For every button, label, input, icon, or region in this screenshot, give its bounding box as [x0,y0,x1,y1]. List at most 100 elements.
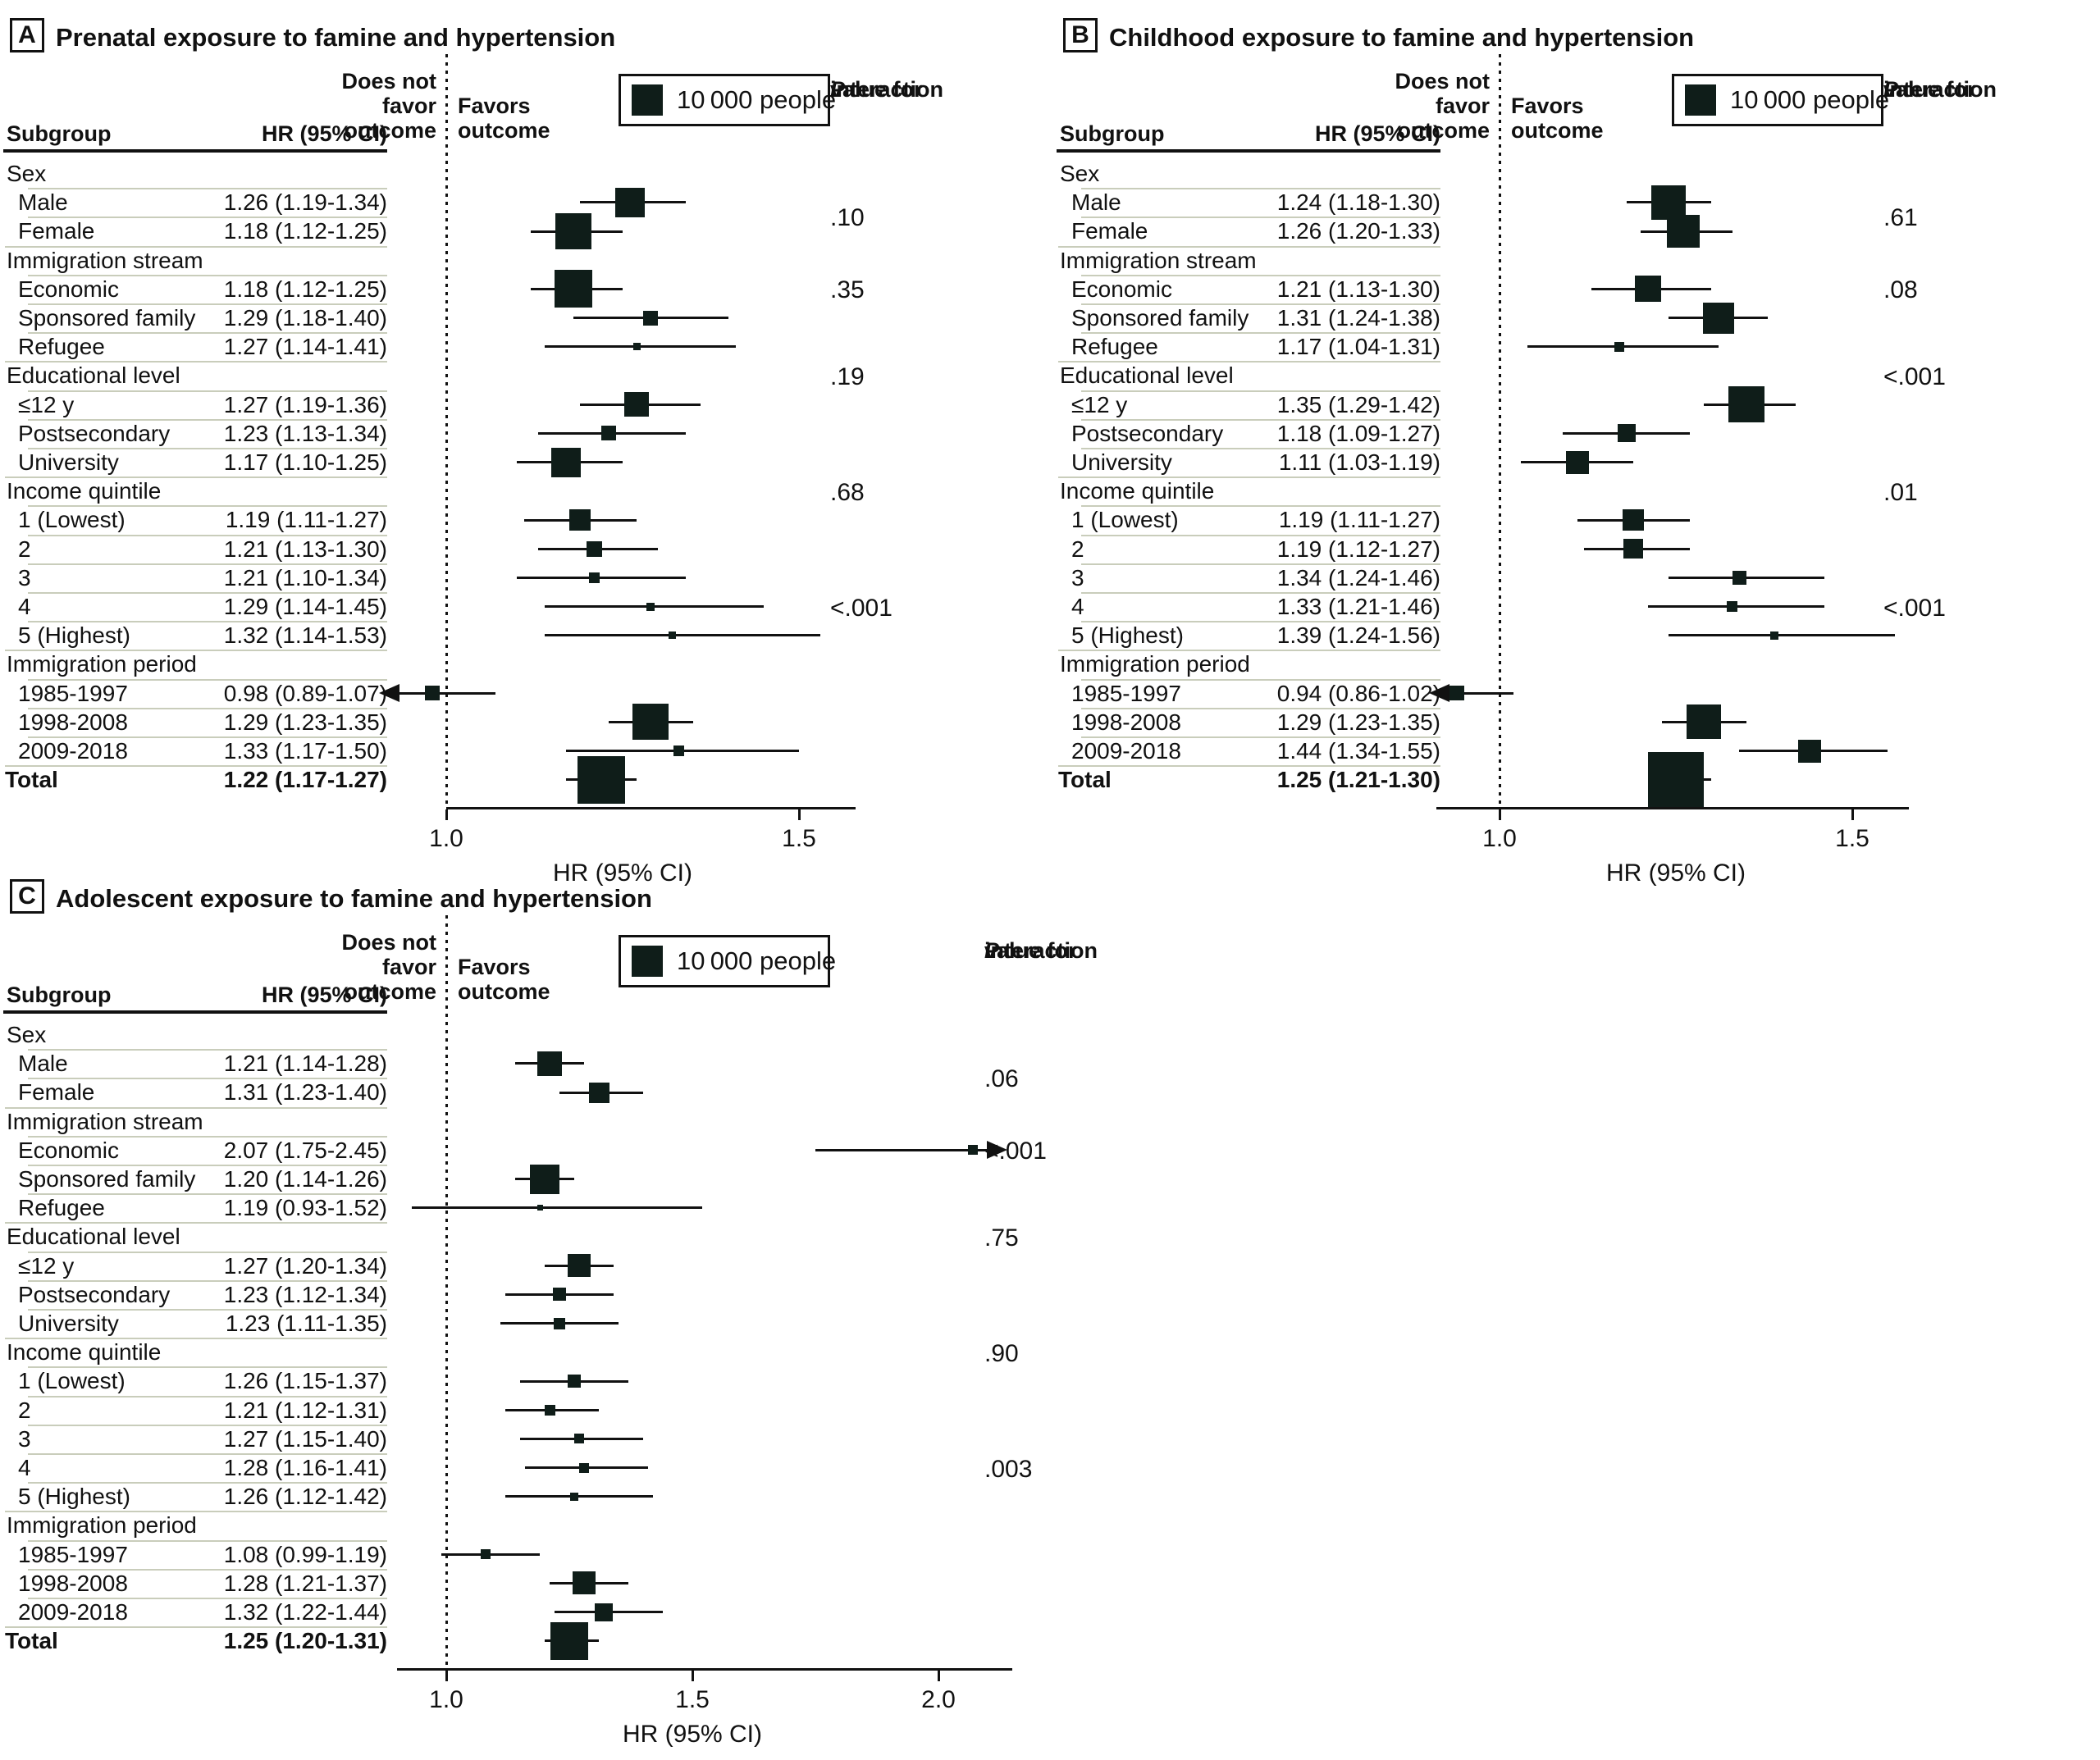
group-row-label: Immigration period [1060,651,1250,677]
label-does-not-favor-line: outcome [344,979,436,1004]
hr-ci-value: 1.19 (1.12-1.27) [1276,536,1440,562]
column-header-subgroup: Subgroup [7,983,112,1007]
row-separator [1081,505,1440,508]
row-separator [1058,765,1440,768]
item-row-label: 3 [18,564,31,590]
item-row-label: Economic [1071,276,1172,302]
legend-label: 10 000 people [677,946,837,975]
row-separator [1081,188,1440,190]
row-separator [5,650,387,652]
group-row-label: Immigration stream [7,1108,203,1134]
p-value: .19 [830,363,865,390]
item-row-label: 1985-1997 [18,1541,128,1567]
row-separator [28,736,387,738]
hr-ci-value: 1.33 (1.21-1.46) [1276,594,1440,619]
p-value: .90 [984,1339,1019,1367]
group-row-label: Educational level [1060,362,1234,389]
forest-square [668,632,676,640]
column-header-hr: HR (95% CI) [261,121,387,146]
item-row-label: Female [18,218,95,244]
label-does-not-favor-line: Does not [341,69,436,93]
forest-square [579,1462,589,1473]
axis-tick-label: 2.0 [921,1686,956,1713]
legend-box: 10 000 people [1672,74,1889,126]
label-favors-line: Favors [458,955,531,979]
ci-line [1669,634,1895,637]
row-separator [28,1598,387,1599]
row-separator [28,707,387,709]
item-row-label: ≤12 y [1071,391,1128,417]
item-row-label: Economic [18,276,119,302]
row-separator [28,678,387,681]
hr-ci-value: 1.18 (1.12-1.25) [223,276,387,302]
axis-tick-label: 1.0 [429,1686,463,1713]
item-row-label: 1998-2008 [1071,709,1181,735]
row-separator [5,765,387,768]
hr-ci-value: 1.18 (1.12-1.25) [223,218,387,244]
ci-line [1444,691,1514,695]
forest-square [1634,276,1661,303]
hr-ci-value: 1.23 (1.11-1.35) [225,1311,387,1336]
row-separator [1081,390,1440,392]
p-value: .10 [830,204,865,232]
row-separator [28,1165,387,1166]
group-row-label: Educational level [7,362,180,389]
row-separator [28,274,387,276]
item-row-label: 4 [18,1455,31,1480]
row-separator [1081,736,1440,738]
forest-square [555,213,591,249]
row-separator [28,448,387,449]
row-separator [1081,303,1440,305]
row-separator [5,361,387,363]
p-value: .68 [830,478,865,506]
total-row-label: Total [5,1628,58,1654]
hr-ci-value: 1.44 (1.34-1.55) [1276,738,1440,764]
hr-ci-value: 1.25 (1.21-1.30) [1276,767,1440,793]
row-separator [1081,621,1440,623]
hr-ci-value: 1.22 (1.17-1.27) [223,767,387,793]
item-row-label: Refugee [18,1195,105,1221]
row-separator [1081,332,1440,335]
group-row-label: Income quintile [1060,478,1215,504]
row-separator [1081,563,1440,565]
group-row-label: Sex [1060,161,1100,186]
row-separator [28,1049,387,1051]
item-row-label: Refugee [18,334,105,360]
hr-ci-value: 1.28 (1.16-1.41) [223,1455,387,1480]
label-favors-line: outcome [458,979,550,1004]
ci-line [1669,576,1824,579]
forest-square [1666,215,1700,248]
forest-square [1651,185,1687,220]
forest-square [551,447,582,477]
item-row-label: 1985-1997 [18,680,128,706]
row-separator [1058,245,1440,248]
row-separator [5,1626,387,1629]
hr-ci-value: 1.19 (1.11-1.27) [1278,507,1440,533]
legend-square-icon [632,946,663,977]
forest-square [1614,341,1625,352]
item-row-label: 5 (Highest) [18,1484,130,1510]
item-row-label: 4 [18,594,31,619]
forest-square [481,1549,491,1560]
p-value: .01 [1883,478,1918,506]
p-italic: P [830,77,846,102]
row-separator [1081,592,1440,594]
forest-square [587,540,603,557]
hr-ci-value: 1.27 (1.15-1.40) [223,1425,387,1452]
panel-title: Prenatal exposure to famine and hyperten… [56,23,616,52]
panel-letter-badge: C [10,879,44,914]
label-favors-outcome: Favors outcome [458,93,550,143]
hr-ci-value: 1.31 (1.23-1.40) [223,1079,387,1106]
hr-ci-value: 1.19 (0.93-1.52) [223,1195,387,1221]
label-favors-outcome: Favors outcome [458,955,550,1004]
label-favors-line: Favors [1511,93,1584,118]
row-separator [5,476,387,479]
item-row-label: 1 (Lowest) [18,1368,126,1394]
legend-box: 10 000 people [619,74,836,126]
forest-square [673,745,685,757]
hr-ci-value: 1.08 (0.99-1.19) [223,1541,387,1567]
column-header-hr: HR (95% CI) [1314,121,1440,146]
item-row-label: 1985-1997 [1071,680,1181,706]
forest-square [1565,450,1589,474]
row-separator [28,1078,387,1080]
